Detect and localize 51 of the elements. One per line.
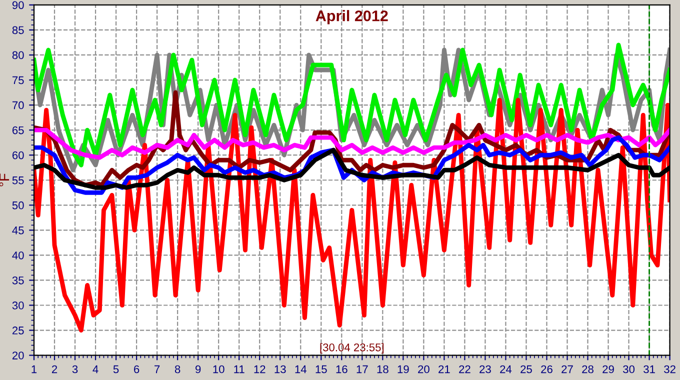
x-tick-label: 8 (174, 365, 180, 374)
x-tick-label: 19 (398, 365, 409, 374)
x-tick-label: 30 (623, 365, 635, 374)
x-tick-label: 17 (356, 365, 368, 374)
y-tick-label: 50 (12, 201, 24, 210)
x-tick-label: 3 (72, 365, 78, 374)
chart-title: April 2012 (316, 10, 388, 24)
x-tick-label: 18 (377, 365, 388, 374)
x-tick-label: 16 (336, 365, 348, 374)
x-tick-label: 26 (541, 365, 552, 374)
x-tick-label: 28 (582, 365, 594, 374)
y-tick-label: 85 (12, 26, 24, 34)
x-tick-label: 20 (418, 365, 430, 374)
line-series (34, 128, 670, 160)
y-tick-label: 60 (12, 151, 24, 160)
y-tick-label: 75 (12, 76, 24, 84)
annotation: [30.04 23:55] (320, 343, 384, 354)
x-tick-label: 2 (52, 365, 58, 374)
y-tick-label: 70 (12, 101, 24, 110)
x-tick-label: 15 (316, 365, 327, 374)
x-tick-label: 27 (562, 365, 573, 374)
x-tick-label: 13 (274, 365, 286, 374)
x-tick-label: 29 (602, 365, 614, 374)
y-tick-label: 55 (12, 176, 24, 184)
x-tick-label: 10 (213, 365, 224, 374)
x-tick-label: 7 (154, 365, 160, 374)
x-tick-label: 1 (32, 365, 37, 374)
x-tick-label: 32 (664, 365, 676, 374)
y-tick-label: 35 (12, 276, 24, 284)
x-tick-label: 9 (196, 365, 201, 374)
x-tick-label: 14 (295, 365, 306, 374)
y-tick-label: 65 (12, 126, 24, 134)
x-tick-label: 12 (254, 365, 266, 374)
x-tick-label: 21 (438, 365, 450, 374)
y-tick-label: 20 (12, 352, 24, 360)
y-tick-label: 30 (12, 302, 24, 310)
y-tick-label: 40 (12, 251, 24, 260)
x-tick-label: 31 (644, 365, 655, 374)
x-tick-label: 4 (92, 365, 98, 374)
x-tick-label: 11 (234, 365, 244, 374)
line-series (34, 98, 670, 332)
x-tick-label: 25 (520, 365, 532, 374)
y-tick-label: 90 (12, 1, 24, 10)
x-tick-label: 22 (459, 365, 470, 374)
x-tick-label: 6 (134, 365, 140, 374)
y-tick-label: 25 (12, 326, 24, 334)
y-tick-label: 45 (12, 226, 24, 234)
y-tick-label: 80 (12, 51, 24, 60)
x-tick-label: 24 (500, 365, 512, 374)
x-tick-label: 23 (480, 365, 491, 374)
x-tick-label: 5 (113, 365, 119, 374)
